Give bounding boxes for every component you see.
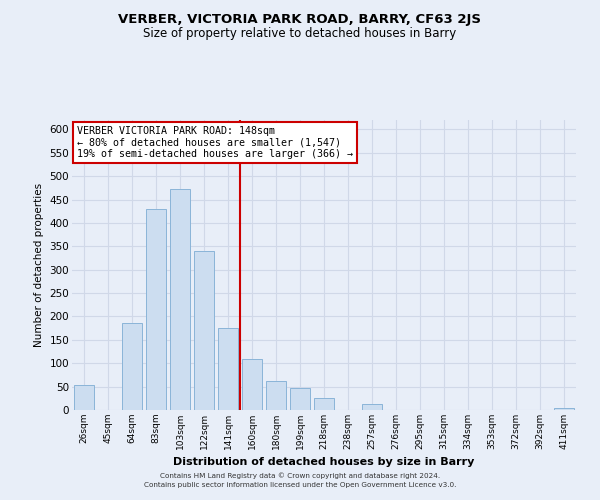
- Bar: [314, 398, 334, 410]
- Y-axis label: Number of detached properties: Number of detached properties: [34, 183, 44, 347]
- Text: VERBER VICTORIA PARK ROAD: 148sqm
← 80% of detached houses are smaller (1,547)
1: VERBER VICTORIA PARK ROAD: 148sqm ← 80% …: [77, 126, 353, 159]
- Bar: [554, 408, 574, 410]
- Bar: [194, 251, 214, 410]
- Text: VERBER, VICTORIA PARK ROAD, BARRY, CF63 2JS: VERBER, VICTORIA PARK ROAD, BARRY, CF63 …: [119, 12, 482, 26]
- Bar: [74, 385, 94, 410]
- Text: Size of property relative to detached houses in Barry: Size of property relative to detached ho…: [143, 28, 457, 40]
- Bar: [242, 360, 262, 410]
- Text: Contains HM Land Registry data © Crown copyright and database right 2024.
Contai: Contains HM Land Registry data © Crown c…: [144, 472, 456, 488]
- Bar: [362, 404, 382, 410]
- X-axis label: Distribution of detached houses by size in Barry: Distribution of detached houses by size …: [173, 458, 475, 468]
- Bar: [146, 209, 166, 410]
- Bar: [218, 328, 238, 410]
- Bar: [122, 322, 142, 410]
- Bar: [266, 381, 286, 410]
- Bar: [170, 189, 190, 410]
- Bar: [290, 388, 310, 410]
